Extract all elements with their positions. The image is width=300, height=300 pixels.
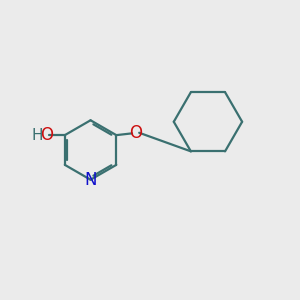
Text: O: O <box>40 126 53 144</box>
Text: H: H <box>32 128 43 142</box>
Text: O: O <box>129 124 142 142</box>
Text: N: N <box>84 171 97 189</box>
